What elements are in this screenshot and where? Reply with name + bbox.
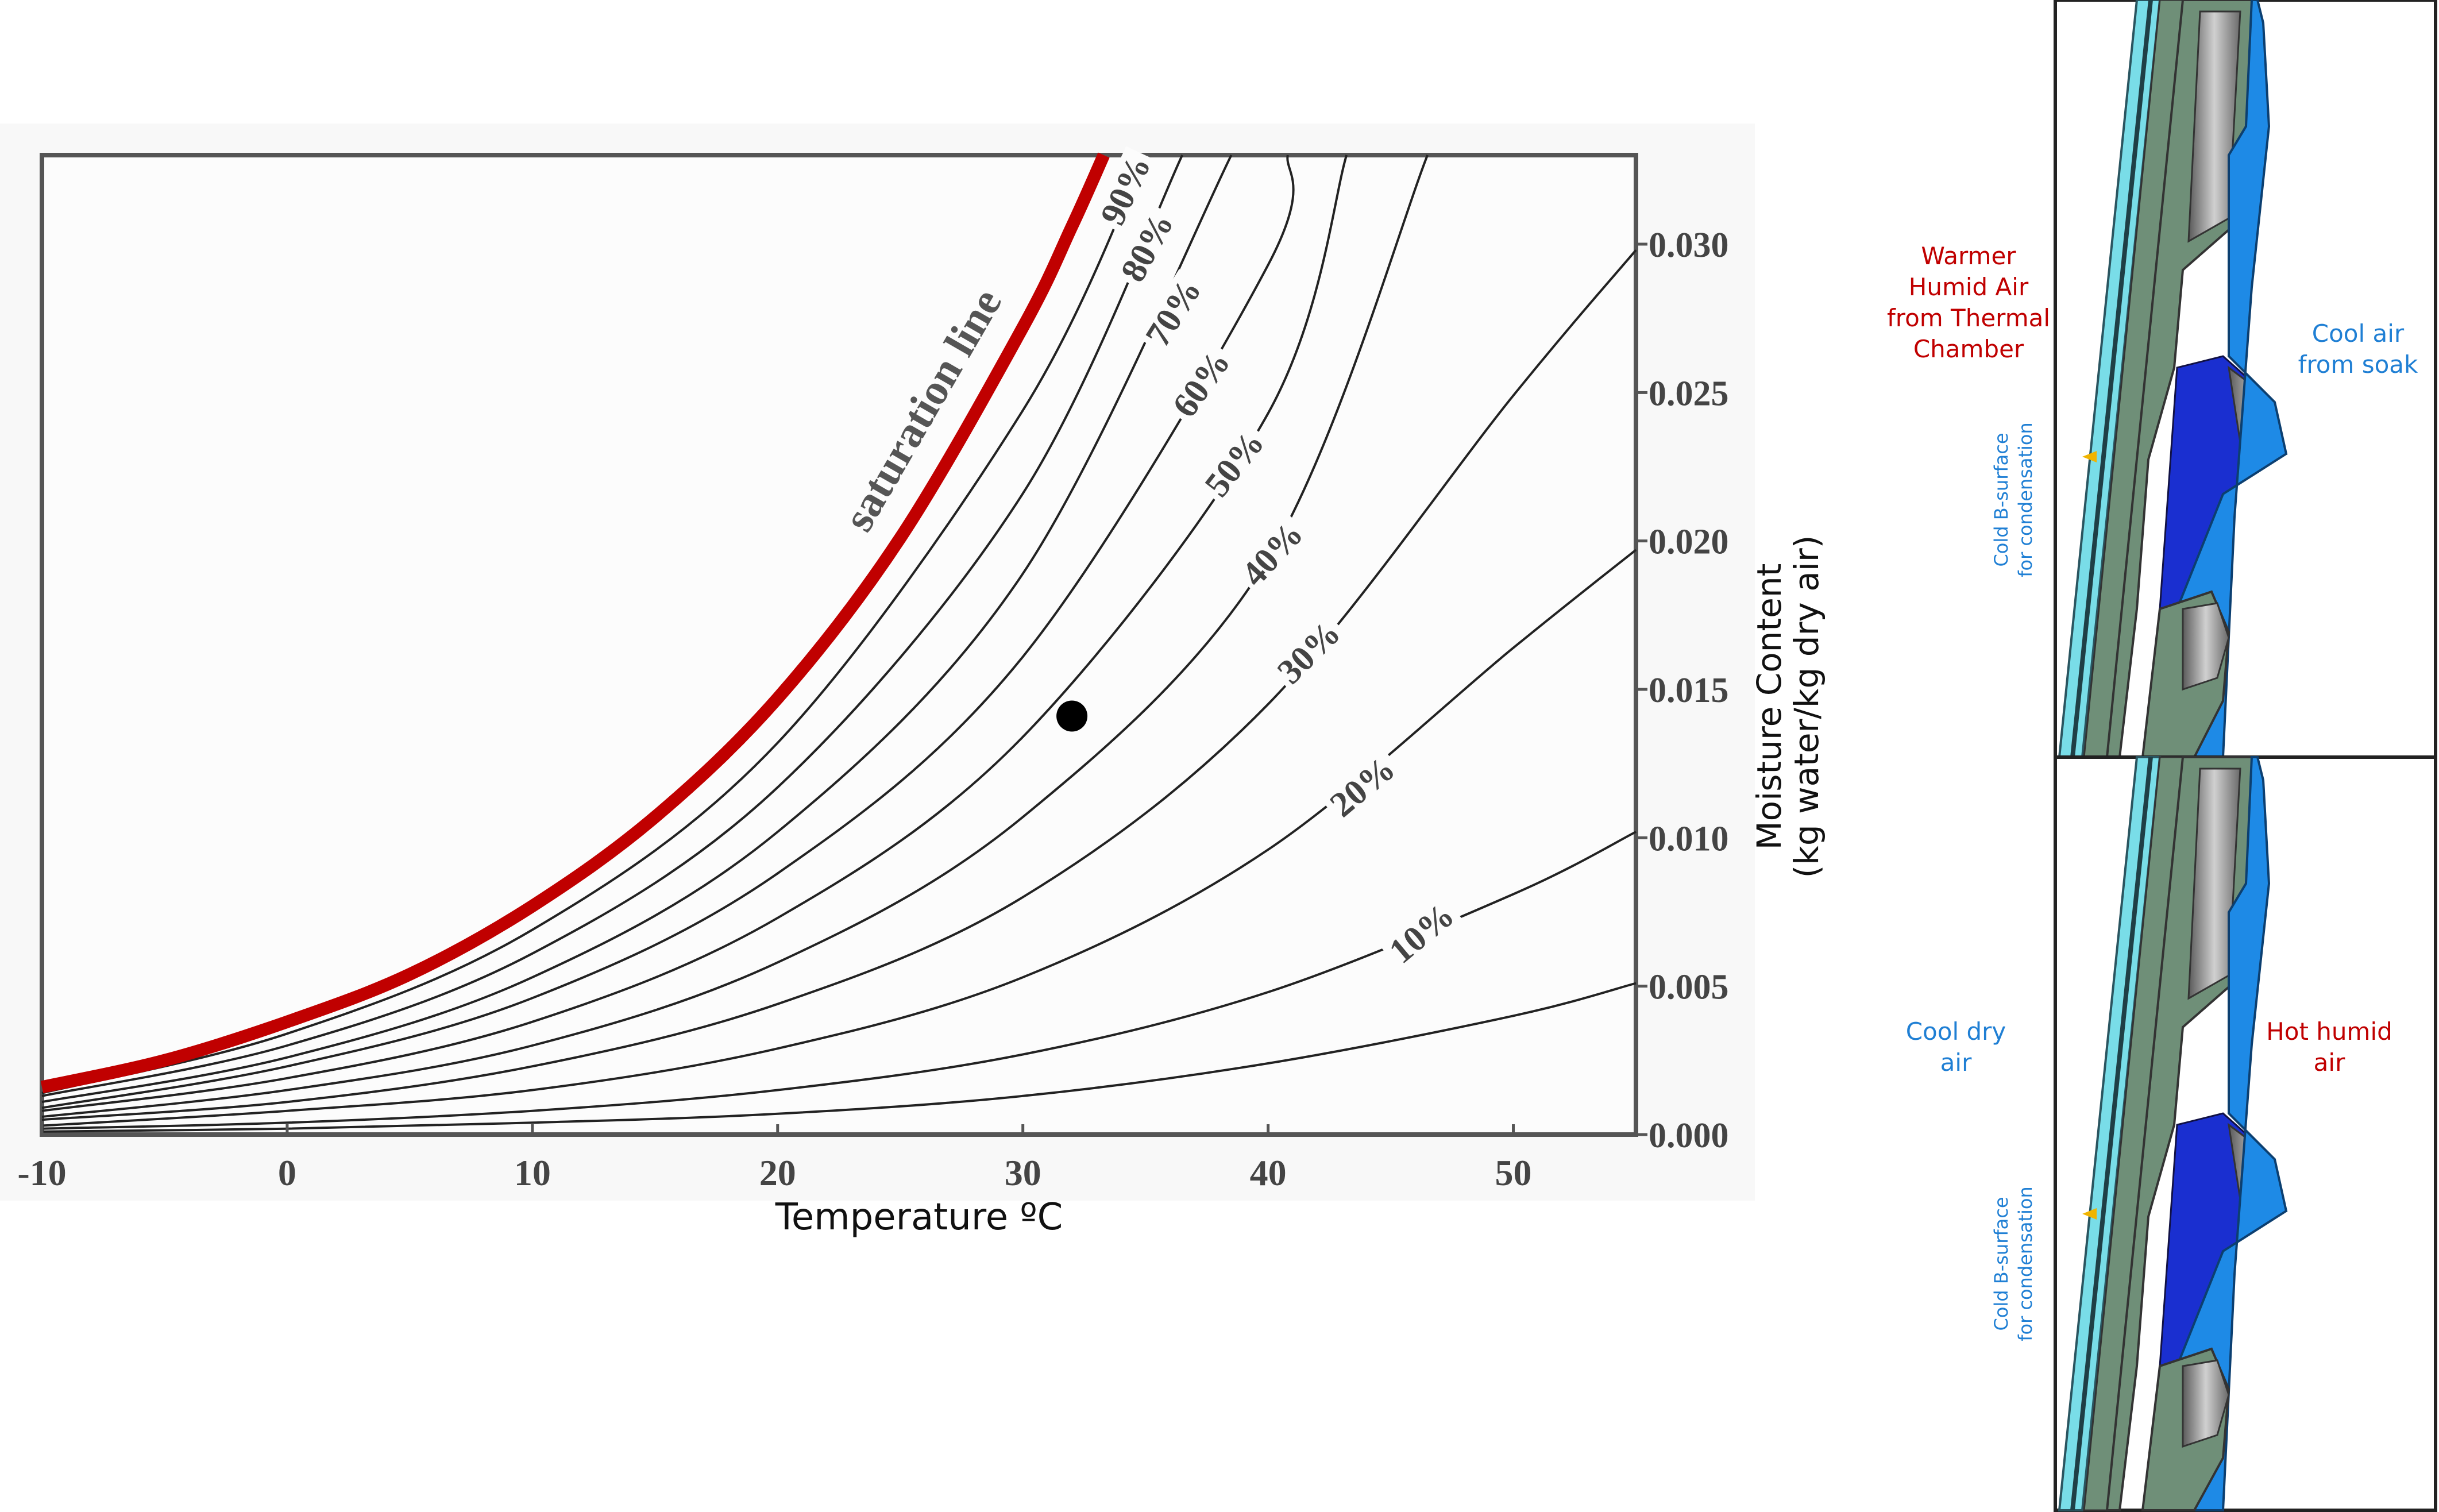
top-left-label-line3: from Thermal bbox=[1887, 304, 2050, 332]
curve-label-backdrop bbox=[1232, 512, 1313, 597]
y-axis-label-line1: Moisture Content bbox=[1750, 564, 1789, 850]
curve-label-backdrop bbox=[1267, 611, 1350, 694]
outer-blue bbox=[2170, 756, 2288, 1511]
x-tick-label: 30 bbox=[1005, 1152, 1041, 1193]
bottom-surface-label-line1: Cold B-surface bbox=[1990, 1197, 2012, 1330]
psychrometric-chart: -10 0 10 20 30 40 50 0.000 0.005 0.010 0.015 0.020… bbox=[0, 124, 1826, 1239]
top-left-label-line1: Warmer bbox=[1921, 242, 2016, 270]
bottom-left-label-line1: Cool dry bbox=[1906, 1017, 2006, 1046]
y-tick-label: 0.000 bbox=[1649, 1116, 1729, 1155]
curve-label-backdrop bbox=[1092, 146, 1160, 235]
rh-curve-70 bbox=[41, 155, 1233, 1104]
curve-label-backdrop bbox=[1112, 203, 1183, 292]
curve-label-backdrop bbox=[1163, 340, 1240, 428]
bottom-left-label-line2: air bbox=[1940, 1048, 1972, 1077]
cross-section-diagram-bottom: Cool dry air Hot humid air Cold B-surfac… bbox=[1906, 755, 2437, 1512]
condensation-arrow-top bbox=[2082, 451, 2097, 462]
saturation-line bbox=[40, 152, 1110, 1094]
y-tick-label: 0.025 bbox=[1649, 374, 1729, 413]
rh-curves bbox=[40, 152, 1637, 1133]
bottom-right-label-line2: air bbox=[2314, 1048, 2345, 1077]
y-tick-label: 0.010 bbox=[1649, 819, 1729, 858]
bottom-surface-label-line2: for condensation bbox=[2015, 1186, 2036, 1341]
rh-curve-80 bbox=[41, 155, 1184, 1097]
glass-panel bbox=[2058, 756, 2162, 1511]
x-tick-label: 10 bbox=[514, 1152, 551, 1193]
y-axis-ticks: 0.000 0.005 0.010 0.015 0.020 0.025 0.030 bbox=[1636, 226, 1729, 1155]
condensation-arrow-bottom bbox=[2082, 1208, 2097, 1220]
y-tick-label: 0.005 bbox=[1649, 968, 1729, 1007]
top-right-label-line1: Cool air bbox=[2312, 319, 2405, 348]
curve-label-backdrop bbox=[1136, 269, 1211, 357]
y-tick-label: 0.015 bbox=[1649, 671, 1729, 710]
x-tick-label: 50 bbox=[1495, 1152, 1532, 1193]
outer-blue bbox=[2170, 0, 2288, 758]
y-tick-label: 0.020 bbox=[1649, 523, 1729, 562]
top-left-label-line4: Chamber bbox=[1913, 335, 2024, 363]
marked-point bbox=[1056, 700, 1088, 732]
top-right-label-line2: from soak bbox=[2298, 350, 2418, 379]
rh-curve-30 bbox=[41, 249, 1637, 1121]
x-tick-label: 20 bbox=[759, 1152, 796, 1193]
lower-metal bbox=[2182, 602, 2230, 691]
rh-curve-50 bbox=[41, 155, 1348, 1112]
top-surface-label-line2: for condensation bbox=[2015, 422, 2036, 577]
rh-curve-5 bbox=[41, 982, 1637, 1133]
curve-label-backdrop bbox=[1319, 747, 1406, 827]
y-axis-label-line2: (kg water/kg dry air) bbox=[1787, 535, 1826, 878]
rh-curve-90 bbox=[41, 155, 1147, 1094]
x-tick-label: 40 bbox=[1250, 1152, 1287, 1193]
x-axis-ticks: -10 0 10 20 30 40 50 bbox=[17, 1124, 1532, 1193]
rh-curve-20 bbox=[41, 549, 1637, 1127]
rh-curve-60 bbox=[41, 155, 1295, 1109]
curve-label-backdrop bbox=[1195, 421, 1274, 507]
top-surface-label-line1: Cold B-surface bbox=[1990, 433, 2012, 566]
top-left-label-line2: Humid Air bbox=[1909, 273, 2029, 301]
bottom-right-label-line1: Hot humid bbox=[2266, 1017, 2392, 1046]
marked-point-layer bbox=[1056, 700, 1088, 732]
x-tick-label: -10 bbox=[17, 1152, 66, 1193]
curve-label-backdrop bbox=[1379, 893, 1465, 974]
rh-curve-40 bbox=[41, 155, 1429, 1118]
x-axis-label: Temperature ºC bbox=[775, 1196, 1063, 1239]
cross-section-diagram-top: Warmer Humid Air from Thermal Chamber Co… bbox=[1887, 0, 2437, 759]
plot-frame bbox=[40, 153, 1638, 1137]
x-tick-label: 0 bbox=[278, 1152, 296, 1193]
y-tick-label: 0.030 bbox=[1649, 226, 1729, 265]
lower-metal bbox=[2182, 1359, 2230, 1448]
